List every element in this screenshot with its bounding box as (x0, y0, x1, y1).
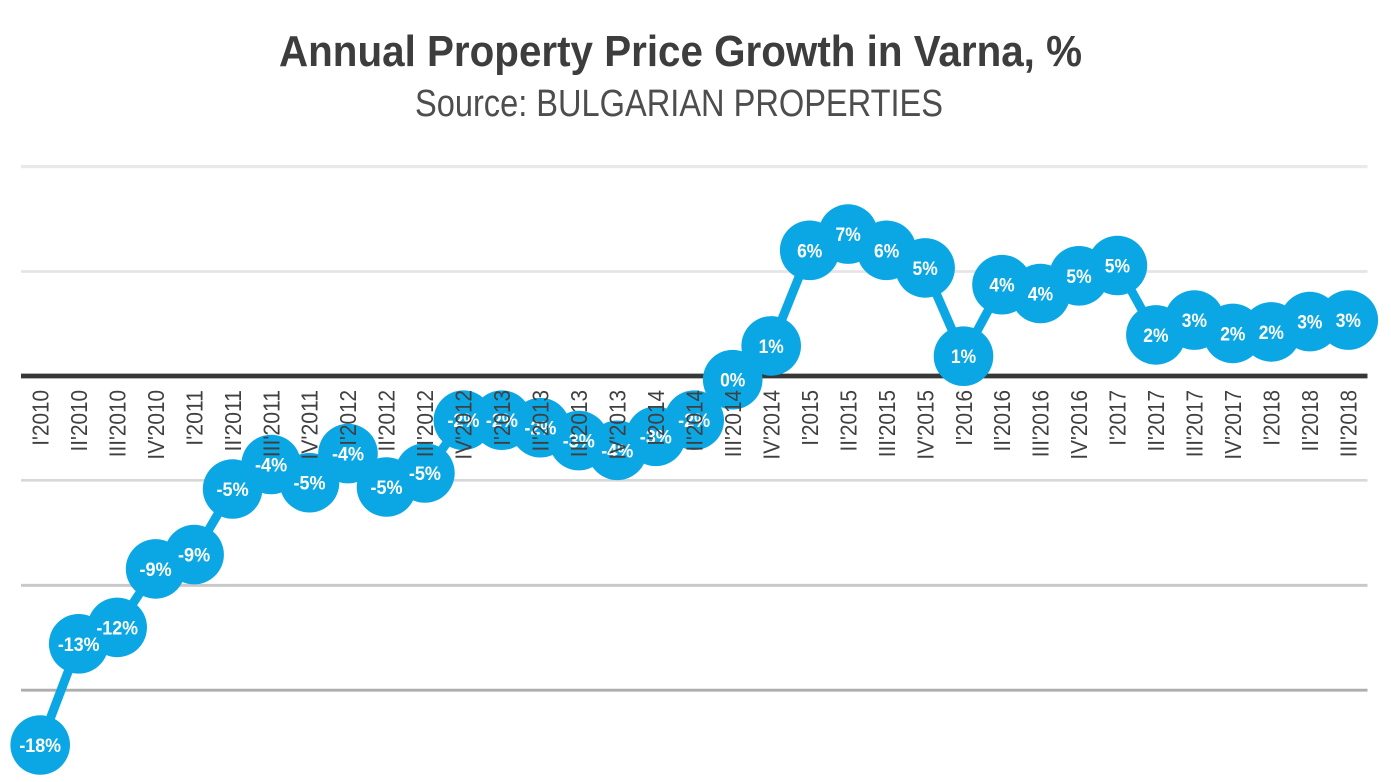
svg-text:3%: 3% (1336, 310, 1361, 332)
svg-text:Source: BULGARIAN PROPERTIES: Source: BULGARIAN PROPERTIES (415, 83, 943, 125)
svg-text:III'2011: III'2011 (258, 390, 284, 457)
svg-text:II'2010: II'2010 (66, 390, 92, 452)
svg-text:-12%: -12% (96, 617, 138, 639)
svg-text:1%: 1% (759, 336, 784, 358)
svg-text:IV'2014: IV'2014 (758, 390, 784, 460)
svg-text:-9%: -9% (140, 559, 172, 581)
svg-text:II'2014: II'2014 (681, 390, 707, 452)
svg-text:IV'2013: IV'2013 (605, 390, 631, 460)
svg-text:II'2017: II'2017 (1143, 390, 1169, 452)
svg-text:-13%: -13% (58, 634, 100, 656)
svg-text:I'2015: I'2015 (797, 390, 823, 446)
svg-text:I'2013: I'2013 (489, 390, 515, 446)
svg-text:III'2015: III'2015 (874, 390, 900, 457)
svg-text:5%: 5% (913, 258, 938, 280)
svg-text:IV'2011: IV'2011 (297, 390, 323, 460)
svg-text:-4%: -4% (255, 455, 287, 477)
svg-text:5%: 5% (1066, 266, 1091, 288)
svg-text:1%: 1% (951, 346, 976, 368)
svg-text:3%: 3% (1182, 310, 1207, 332)
svg-text:IV'2017: IV'2017 (1220, 390, 1246, 460)
svg-text:-5%: -5% (217, 479, 249, 501)
svg-text:-4%: -4% (332, 444, 364, 466)
svg-text:IV'2015: IV'2015 (912, 390, 938, 460)
svg-text:4%: 4% (1028, 284, 1053, 306)
svg-text:II'2013: II'2013 (528, 390, 554, 452)
svg-text:3%: 3% (1297, 312, 1322, 334)
svg-text:III'2012: III'2012 (412, 390, 438, 457)
svg-text:I'2012: I'2012 (335, 390, 361, 446)
svg-text:5%: 5% (1105, 256, 1130, 278)
svg-text:II'2012: II'2012 (374, 390, 400, 452)
svg-text:III'2016: III'2016 (1028, 390, 1054, 457)
svg-text:6%: 6% (874, 240, 899, 262)
svg-text:-3%: -3% (640, 426, 672, 448)
svg-text:7%: 7% (836, 224, 861, 246)
svg-text:II'2011: II'2011 (220, 390, 246, 452)
svg-text:-2%: -2% (486, 410, 518, 432)
svg-text:Annual Property Price Growth i: Annual Property Price Growth in Varna, % (279, 27, 1082, 76)
svg-text:0%: 0% (720, 370, 745, 392)
svg-text:6%: 6% (797, 240, 822, 262)
svg-text:I'2014: I'2014 (643, 390, 669, 446)
svg-text:IV'2012: IV'2012 (451, 390, 477, 460)
svg-text:III'2014: III'2014 (720, 390, 746, 457)
svg-text:-2%: -2% (524, 418, 556, 440)
svg-text:II'2015: II'2015 (835, 390, 861, 452)
svg-text:II'2016: II'2016 (989, 390, 1015, 452)
svg-text:I'2017: I'2017 (1105, 390, 1131, 446)
svg-text:I'2016: I'2016 (951, 390, 977, 446)
svg-text:-9%: -9% (178, 545, 210, 567)
svg-text:IV'2016: IV'2016 (1066, 390, 1092, 460)
svg-text:-3%: -3% (563, 431, 595, 453)
svg-text:I'2011: I'2011 (181, 390, 207, 446)
svg-text:2%: 2% (1259, 322, 1284, 344)
svg-text:III'2013: III'2013 (566, 390, 592, 457)
svg-text:I'2010: I'2010 (27, 390, 53, 446)
svg-text:II'2018: II'2018 (1297, 390, 1323, 452)
svg-text:III'2018: III'2018 (1336, 390, 1362, 457)
svg-text:I'2018: I'2018 (1259, 390, 1285, 446)
svg-text:2%: 2% (1143, 325, 1168, 347)
svg-text:III'2010: III'2010 (104, 390, 130, 457)
svg-text:-2%: -2% (447, 410, 479, 432)
svg-text:-5%: -5% (293, 473, 325, 495)
svg-text:III'2017: III'2017 (1182, 390, 1208, 457)
svg-text:-4%: -4% (601, 440, 633, 462)
svg-text:4%: 4% (989, 275, 1014, 297)
svg-text:-5%: -5% (370, 477, 402, 499)
svg-text:-18%: -18% (19, 735, 61, 757)
svg-text:-2%: -2% (678, 410, 710, 432)
svg-text:-5%: -5% (409, 463, 441, 485)
svg-text:IV'2010: IV'2010 (143, 390, 169, 460)
svg-text:2%: 2% (1220, 323, 1245, 345)
